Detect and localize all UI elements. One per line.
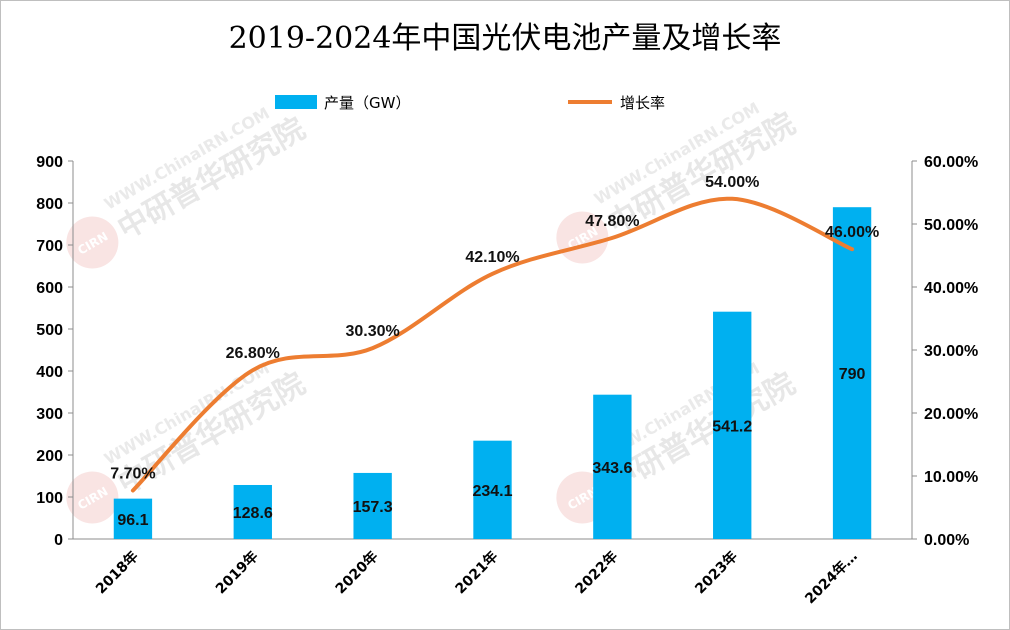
y-right-tick-label: 50.00% [924, 217, 978, 234]
bar-value-label: 343.6 [592, 460, 632, 477]
y-left-tick-label: 800 [36, 196, 63, 213]
y-left-tick-label: 600 [36, 280, 63, 297]
bar [233, 484, 272, 539]
bar-series [113, 207, 872, 539]
bar [832, 207, 872, 539]
x-tick-label: 2018年 [92, 548, 141, 597]
x-tick-label: 2022年 [572, 548, 621, 597]
bar [713, 311, 752, 539]
line-value-label: 46.00% [825, 224, 879, 241]
y-left-tick-label: 0 [54, 532, 63, 549]
bar-value-label: 96.1 [117, 512, 148, 529]
y-right-tick-label: 0.00% [924, 532, 969, 549]
x-tick-label: 2024年… [802, 548, 861, 607]
data-labels: 96.1 128.6 157.3 234.1 343.6 541.2 790 7.70% 26.… [110, 174, 879, 529]
bar [353, 472, 392, 539]
y-left-tick-label: 300 [36, 406, 63, 423]
y-right-tick-label: 60.00% [924, 154, 978, 171]
y-left-tick-label: 400 [36, 364, 63, 381]
y-right-tick-label: 30.00% [924, 343, 978, 360]
line-value-label: 7.70% [110, 465, 155, 482]
bar-value-label: 157.3 [353, 499, 393, 516]
bar [593, 394, 632, 539]
legend-line-label: 增长率 [620, 94, 665, 112]
bar-value-label: 234.1 [472, 483, 512, 500]
y-left-tick-label: 500 [36, 322, 63, 339]
bar-value-label: 790 [839, 366, 866, 383]
line-value-label: 42.10% [465, 249, 519, 266]
x-tick-label: 2023年 [692, 548, 741, 597]
line-value-label: 30.30% [346, 323, 400, 340]
x-tick-label: 2021年 [452, 548, 501, 597]
line-value-label: 47.80% [585, 213, 639, 230]
x-tick-label: 2019年 [212, 548, 261, 597]
growth-rate-line [130, 196, 855, 493]
y-left-tick-label: 700 [36, 238, 63, 255]
line-value-label: 26.80% [226, 345, 280, 362]
y-right-tick-label: 10.00% [924, 469, 978, 486]
bar-value-label: 541.2 [712, 418, 752, 435]
y-right-tick-label: 40.00% [924, 280, 978, 297]
legend: 产量（GW） 增长率 [275, 94, 665, 112]
watermark-logo-icon [66, 471, 119, 524]
line-series [130, 196, 855, 493]
bar [473, 440, 512, 539]
y-left-tick-label: 900 [36, 154, 63, 171]
y-left-tick-label: 200 [36, 448, 63, 465]
watermark-logo-icon [66, 216, 119, 269]
y-right-tick-label: 20.00% [924, 406, 978, 423]
line-value-label: 54.00% [705, 174, 759, 191]
legend-bar-swatch [275, 95, 317, 109]
y-left-tick-label: 100 [36, 490, 63, 507]
legend-bar-label: 产量（GW） [324, 94, 410, 112]
bar-value-label: 128.6 [233, 505, 273, 522]
chart-title: 2019-2024年中国光伏电池产量及增长率 [229, 21, 782, 56]
x-tick-label: 2020年 [332, 548, 381, 597]
bar [113, 498, 153, 539]
